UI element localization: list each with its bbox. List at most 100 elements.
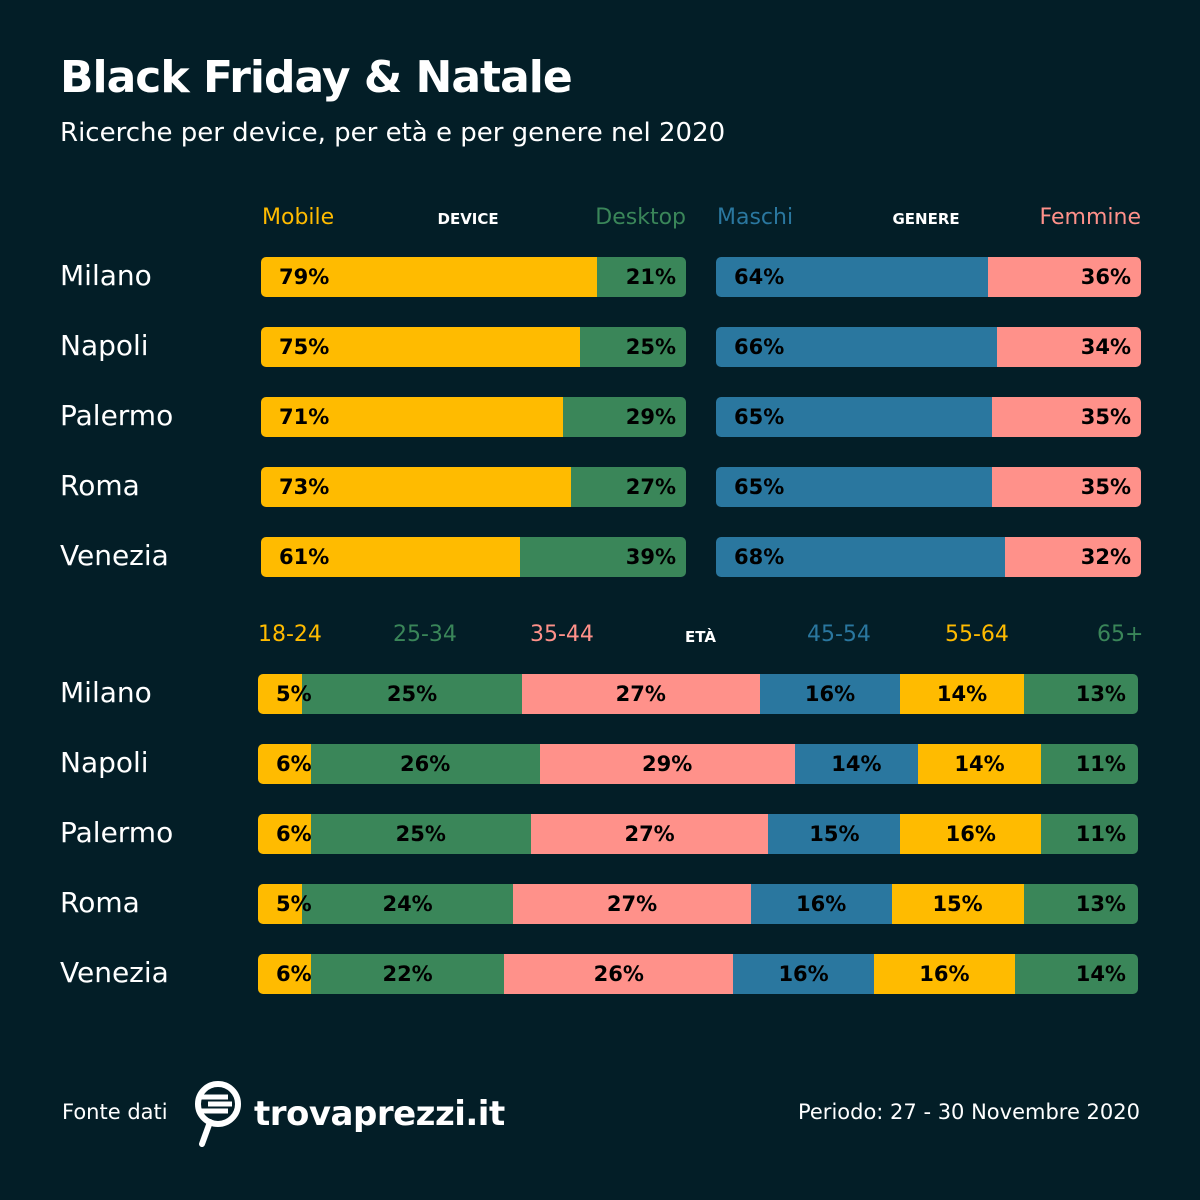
bar-segment-65+: 13% (1023, 674, 1138, 714)
stacked-bar-age-palermo: 6% 25% 27% 15% 16% 11% (258, 814, 1138, 854)
stacked-bar-age-milano: 5% 25% 27% 16% 14% 13% (258, 674, 1138, 714)
bar-segment-45-54: 16% (759, 674, 901, 714)
data-label: 73% (279, 475, 330, 499)
source-label: Fonte dati (62, 1100, 168, 1124)
bar-segment-55-64: 15% (891, 884, 1024, 924)
data-label: 25% (625, 335, 676, 359)
legend-age-18-24: 18-24 (258, 622, 322, 647)
stacked-bar-age-venezia: 6% 22% 26% 16% 16% 14% (258, 954, 1138, 994)
data-label: 16% (804, 682, 856, 706)
stacked-bar-age-napoli: 6% 26% 29% 14% 14% 11% (258, 744, 1138, 784)
bar-segment-25-34: 22% (310, 954, 505, 994)
bar-segment-femmine: 35% (992, 467, 1141, 507)
bar-segment-maschi: 65% (716, 467, 993, 507)
brand-logo: trovaprezzi.it (192, 1080, 505, 1148)
city-label: Palermo (60, 399, 174, 432)
legend-femmine: Femmine (1039, 205, 1141, 230)
data-label: 79% (279, 265, 330, 289)
page-subtitle: Ricerche per device, per età e per gener… (60, 118, 726, 148)
bar-segment-35-44: 29% (539, 744, 795, 784)
magnifier-logo-icon (195, 1081, 241, 1147)
legend-age-25-34: 25-34 (393, 622, 457, 647)
bar-segment-mobile: 73% (261, 467, 572, 507)
bar-segment-desktop: 25% (579, 327, 686, 367)
brand-name: trovaprezzi.it (254, 1094, 505, 1134)
bar-segment-femmine: 32% (1005, 537, 1141, 577)
stacked-bar-milano: 64% 36% (716, 257, 1141, 297)
data-label: 15% (932, 892, 983, 916)
data-label: 39% (625, 545, 676, 569)
stacked-bar-milano: 79% 21% (261, 257, 686, 297)
data-label: 15% (809, 822, 860, 846)
bar-segment-mobile: 79% (261, 257, 597, 297)
data-label: 5% (276, 682, 312, 706)
city-label: Milano (60, 676, 152, 709)
chart-title-eta: ETÀ (685, 628, 716, 646)
city-label: Roma (60, 469, 140, 502)
data-label: 14% (1075, 962, 1126, 986)
bar-segment-45-54: 15% (768, 814, 901, 854)
bar-segment-55-64: 14% (900, 674, 1024, 714)
stacked-bar-palermo: 71% 29% (261, 397, 686, 437)
data-label: 32% (1080, 545, 1131, 569)
city-label: Napoli (60, 329, 149, 362)
chart-title-genere: GENERE (892, 210, 960, 228)
legend-desktop: Desktop (595, 205, 686, 230)
stacked-bar-napoli: 75% 25% (261, 327, 686, 367)
bar-segment-25-34: 25% (310, 814, 531, 854)
bar-segment-desktop: 39% (520, 537, 686, 577)
data-label: 25% (395, 822, 446, 846)
data-label: 26% (593, 962, 644, 986)
bar-segment-65+: 13% (1023, 884, 1138, 924)
bar-segment-18-24: 5% (258, 674, 312, 714)
city-label: Napoli (60, 746, 149, 779)
bar-segment-25-34: 26% (310, 744, 540, 784)
bar-segment-18-24: 6% (258, 744, 312, 784)
data-label: 21% (625, 265, 676, 289)
bar-segment-femmine: 34% (996, 327, 1141, 367)
city-label: Milano (60, 259, 152, 292)
bar-segment-femmine: 36% (988, 257, 1141, 297)
data-label: 11% (1075, 752, 1126, 776)
legend-age-45-54: 45-54 (807, 622, 871, 647)
page-title: Black Friday & Natale (60, 52, 573, 103)
bar-segment-55-64: 16% (873, 954, 1015, 994)
data-label: 27% (624, 822, 675, 846)
data-label: 35% (1080, 475, 1131, 499)
bar-segment-55-64: 14% (917, 744, 1042, 784)
legend-age-55-64: 55-64 (945, 622, 1009, 647)
data-label: 66% (734, 335, 785, 359)
bar-segment-65+: 14% (1014, 954, 1138, 994)
data-label: 11% (1075, 822, 1126, 846)
data-label: 64% (734, 265, 785, 289)
stacked-bar-napoli: 66% 34% (716, 327, 1141, 367)
bar-segment-mobile: 75% (261, 327, 580, 367)
data-label: 75% (279, 335, 330, 359)
bar-segment-35-44: 27% (522, 674, 760, 714)
data-label: 65% (734, 475, 785, 499)
bar-segment-maschi: 64% (716, 257, 988, 297)
data-label: 34% (1080, 335, 1131, 359)
bar-segment-desktop: 21% (596, 257, 686, 297)
data-label: 13% (1075, 892, 1126, 916)
bar-segment-mobile: 61% (261, 537, 521, 577)
bar-segment-45-54: 16% (750, 884, 892, 924)
bar-segment-35-44: 27% (530, 814, 769, 854)
data-label: 29% (625, 405, 676, 429)
bar-segment-45-54: 14% (794, 744, 918, 784)
data-label: 61% (279, 545, 330, 569)
bar-segment-maschi: 65% (716, 397, 993, 437)
legend-age-65+: 65+ (1097, 622, 1144, 647)
bar-segment-35-44: 27% (513, 884, 751, 924)
data-label: 36% (1080, 265, 1131, 289)
data-label: 29% (642, 752, 693, 776)
bar-segment-18-24: 5% (258, 884, 312, 924)
data-label: 16% (796, 892, 847, 916)
stacked-bar-age-roma: 5% 24% 27% 16% 15% 13% (258, 884, 1138, 924)
data-label: 16% (778, 962, 829, 986)
data-label: 22% (382, 962, 433, 986)
stacked-bar-venezia: 61% 39% (261, 537, 686, 577)
data-label: 27% (615, 682, 666, 706)
data-label: 6% (276, 962, 312, 986)
stacked-bar-venezia: 68% 32% (716, 537, 1141, 577)
